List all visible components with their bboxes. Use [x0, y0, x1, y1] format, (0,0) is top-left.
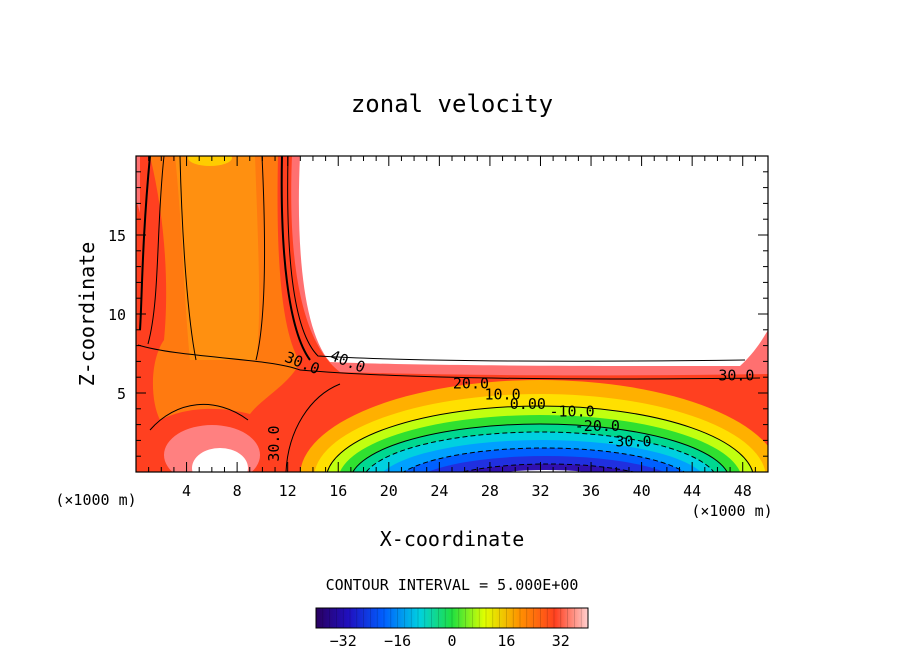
- y-tick-label: 15: [108, 227, 126, 245]
- colorbar-segments: [315, 608, 589, 628]
- colorbar-tick-label: 32: [552, 632, 570, 650]
- colorbar-ticks: −32 −16 0 16 32: [330, 632, 570, 650]
- colorbar-tick-label: 0: [447, 632, 456, 650]
- contour-interval-text: CONTOUR INTERVAL = 5.000E+00: [326, 576, 579, 594]
- contour-label: 20.0: [453, 374, 489, 392]
- x-tick-label: 32: [531, 482, 549, 500]
- colorbar-gradient: [315, 607, 589, 629]
- x-unit-left: (×1000 m): [55, 491, 136, 509]
- contour-label: 30.0: [265, 425, 283, 461]
- x-axis-label: X-coordinate: [380, 527, 525, 551]
- x-tick-label: 28: [481, 482, 499, 500]
- x-unit-right: (×1000 m): [691, 502, 772, 520]
- x-axis: 4 8 12 16 20 24 28 32 36 40 44 48: [148, 156, 756, 500]
- contour-label: -20.0: [575, 417, 620, 435]
- band-orange-inner: [175, 156, 260, 360]
- x-tick-label: 16: [329, 482, 347, 500]
- band-white-bl: [192, 448, 248, 472]
- y-axis-label: Z-coordinate: [75, 242, 99, 387]
- x-tick-label: 36: [582, 482, 600, 500]
- contour-label: 10.0: [484, 385, 520, 403]
- chart-title: zonal velocity: [351, 90, 553, 118]
- x-tick-label: 12: [279, 482, 297, 500]
- x-tick-label: 44: [683, 482, 701, 500]
- colorbar: −32 −16 0 16 32: [315, 607, 589, 650]
- contour-label: -30.0: [606, 433, 651, 451]
- x-tick-label: 48: [734, 482, 752, 500]
- x-tick-label: 8: [233, 482, 242, 500]
- contour-label: -10.0: [550, 403, 595, 421]
- x-tick-label: 24: [430, 482, 448, 500]
- x-tick-label: 40: [633, 482, 651, 500]
- band-yellow-top: [188, 156, 232, 166]
- y-tick-label: 5: [117, 385, 126, 403]
- y-axis: 5 10 15: [108, 171, 768, 457]
- contour-label: 30.0: [718, 366, 754, 384]
- y-tick-label: 10: [108, 306, 126, 324]
- colorbar-tick-label: −32: [330, 632, 357, 650]
- contour-lines: [137, 156, 761, 472]
- x-tick-label: 20: [380, 482, 398, 500]
- x-tick-label: 4: [182, 482, 191, 500]
- colorbar-tick-label: 16: [497, 632, 515, 650]
- contour-label: 0.00: [510, 395, 546, 413]
- contour-field: 40.030.0 30.020.010.00.00 -10.0-20.0-30.03…: [136, 156, 768, 472]
- colorbar-tick-label: −16: [384, 632, 411, 650]
